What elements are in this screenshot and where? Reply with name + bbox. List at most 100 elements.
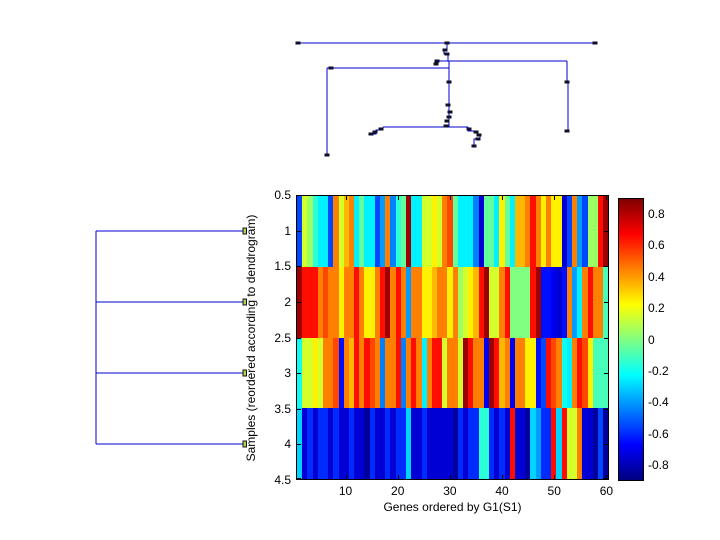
heatmap-cell (416, 337, 422, 409)
heatmap-cell (322, 266, 329, 338)
heatmap-cell (582, 266, 588, 338)
heatmap-cell (483, 337, 489, 409)
gene-dendrogram-node-marker (444, 52, 450, 56)
heatmap-cell (514, 266, 521, 338)
heatmap-cell (447, 408, 453, 479)
heatmap-cell (354, 196, 360, 267)
heatmap-cell (494, 337, 500, 409)
heatmap-cell (546, 196, 552, 267)
heatmap-cell (405, 337, 412, 409)
heatmap-cell (530, 196, 536, 267)
heatmap (296, 195, 609, 480)
y-tick-mark (297, 478, 301, 479)
y-axis-label: Samples (reordered according to dendrogr… (244, 214, 258, 461)
heatmap-cell (400, 337, 406, 409)
heatmap-cell (359, 337, 365, 409)
gene-dendrogram-node-marker (592, 41, 598, 45)
gene-dendrogram-node-marker (372, 130, 378, 134)
heatmap-cell (328, 408, 334, 479)
heatmap-cell (494, 408, 500, 479)
heatmap-cell (343, 337, 349, 409)
gene-dendrogram-node-marker (443, 124, 449, 128)
x-tick-label: 50 (547, 484, 561, 498)
heatmap-cell (561, 266, 567, 338)
gene-dendrogram-node-marker (324, 153, 330, 157)
heatmap-cell (509, 196, 515, 267)
y-tick-label: 1.5 (274, 259, 291, 274)
y-tick-label: 0.5 (274, 188, 291, 202)
heatmap-cell (317, 337, 323, 409)
heatmap-cell (457, 337, 463, 409)
heatmap-cell (468, 266, 474, 338)
heatmap-cell (488, 408, 495, 479)
heatmap-cell (556, 266, 562, 338)
heatmap-cell (302, 266, 308, 338)
heatmap-cell (587, 408, 593, 479)
heatmap-cell (307, 266, 313, 338)
colorbar-tick-label: 0.6 (648, 238, 665, 253)
heatmap-cell (551, 408, 557, 479)
heatmap-cell (364, 266, 370, 338)
colorbar-tick-label: 0.2 (648, 301, 665, 316)
x-tick-label: 20 (391, 484, 405, 498)
heatmap-cell (551, 337, 557, 409)
y-tick-label: 2.5 (274, 330, 291, 345)
heatmap-cell (504, 408, 510, 479)
heatmap-cell (312, 408, 318, 479)
heatmap-cell (551, 266, 557, 338)
x-tick-mark (502, 196, 504, 200)
heatmap-cell (597, 196, 604, 267)
heatmap-cell (317, 266, 323, 338)
heatmap-cell (457, 408, 463, 479)
heatmap-cell (540, 266, 546, 338)
heatmap-cell (546, 408, 552, 479)
heatmap-cell (364, 337, 370, 409)
heatmap-cell (369, 408, 375, 479)
heatmap-cell (525, 266, 531, 338)
x-axis-label: Genes ordered by G1(S1) (383, 500, 522, 514)
y-tick-label: 3 (284, 366, 291, 381)
heatmap-cell (566, 196, 572, 267)
heatmap-cell (561, 196, 567, 267)
gene-dendrogram-node-marker (564, 80, 570, 84)
x-tick-mark (554, 196, 556, 200)
heatmap-cell (592, 337, 598, 409)
heatmap-cell (405, 408, 412, 479)
heatmap-cell (597, 337, 604, 409)
heatmap-cell (483, 196, 489, 267)
heatmap-cell (359, 408, 365, 479)
heatmap-cell (592, 266, 598, 338)
heatmap-cell (390, 337, 396, 409)
colorbar-tick-label: 0.4 (648, 269, 665, 284)
heatmap-cell (385, 266, 391, 338)
heatmap-cell (478, 337, 484, 409)
x-tick-mark (345, 475, 347, 479)
colorbar-tick-label: -0.2 (648, 363, 669, 378)
heatmap-cell (416, 266, 422, 338)
gene-dendrogram-branch (566, 61, 569, 132)
heatmap-cell (457, 266, 463, 338)
y-tick-label: 1 (284, 223, 291, 238)
heatmap-cell (307, 408, 313, 479)
heatmap-cell (582, 408, 588, 479)
heatmap-cell (540, 408, 546, 479)
colorbar-tick-label: -0.6 (648, 426, 669, 441)
heatmap-cell (426, 408, 432, 479)
x-tick-label: 40 (495, 484, 509, 498)
x-tick-label: 30 (443, 484, 457, 498)
heatmap-cell (421, 337, 427, 409)
gene-dendrogram-node-marker (444, 41, 450, 45)
heatmap-cell (478, 266, 484, 338)
heatmap-cell (530, 337, 536, 409)
gene-dendrogram-node-marker (471, 144, 477, 148)
heatmap-cell (499, 196, 505, 267)
y-tick-mark (604, 301, 608, 303)
heatmap-cell (421, 408, 427, 479)
heatmap-cell (556, 196, 562, 267)
heatmap-cell (592, 408, 598, 479)
heatmap-cell (571, 408, 578, 479)
gene-dendrogram-node-marker (447, 110, 453, 114)
gene-dendrogram-node-marker (434, 59, 440, 63)
heatmap-cell (566, 337, 572, 409)
